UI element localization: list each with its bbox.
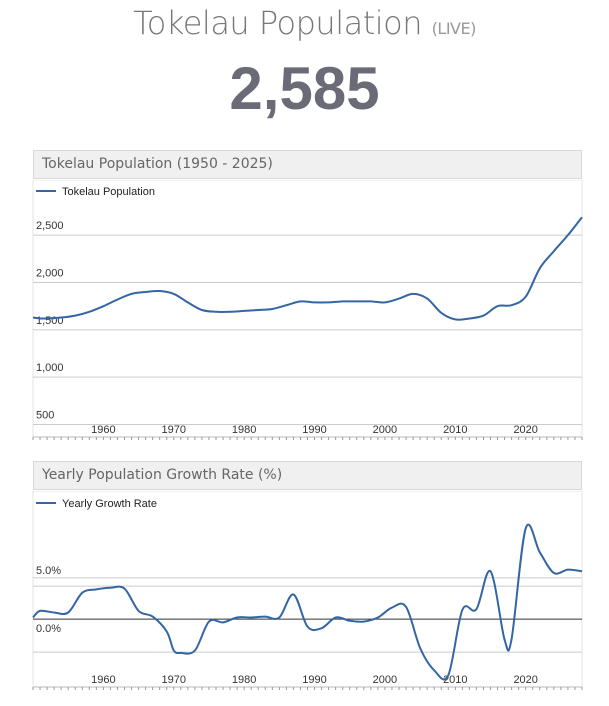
growth-series-line xyxy=(32,523,583,681)
population-y-tick-label: 500 xyxy=(36,410,54,422)
population-counter: 2,585 xyxy=(229,55,380,122)
population-series-line xyxy=(32,216,583,321)
population-chart-header: Tokelau Population (1950 - 2025) xyxy=(33,150,582,179)
growth-x-tick-label: 2000 xyxy=(373,674,397,686)
population-y-tick-label: 2,000 xyxy=(36,267,64,279)
population-y-tick-label: 1,000 xyxy=(36,362,64,374)
population-chart: 500 1,000 1,500 2,000 2,500 1960 1970 1980 1990 2… xyxy=(32,180,583,440)
population-x-tick-label: 1980 xyxy=(232,424,256,436)
growth-x-tick-label: 1960 xyxy=(91,674,115,686)
growth-x-tick-label: 1970 xyxy=(162,674,186,686)
growth-rate-chart: 0.0% 5.0% 1960 1970 1980 1990 2000 2010 2020 Year… xyxy=(32,491,583,690)
population-legend-label: Tokelau Population xyxy=(62,186,155,198)
live-label: (LIVE) xyxy=(431,19,477,38)
population-x-tick-label: 1990 xyxy=(302,424,326,436)
page-title: Tokelau Population (LIVE) xyxy=(0,4,609,42)
population-x-tick-label: 1970 xyxy=(162,424,186,436)
population-x-tick-label: 2000 xyxy=(373,424,397,436)
growth-y-tick-label: 0.0% xyxy=(36,623,61,635)
population-x-tick-label: 2010 xyxy=(443,424,467,436)
population-x-tick-label: 1960 xyxy=(91,424,115,436)
growth-x-tick-label: 1990 xyxy=(302,674,326,686)
population-plot-area xyxy=(32,180,583,438)
population-y-tick-label: 2,500 xyxy=(36,220,64,232)
population-x-tick-label: 2020 xyxy=(513,424,537,436)
growth-plot-area xyxy=(32,491,583,688)
growth-x-tick-label: 1980 xyxy=(232,674,256,686)
growth-x-tick-label: 2020 xyxy=(513,674,537,686)
growth-rate-chart-header: Yearly Population Growth Rate (%) xyxy=(33,461,582,490)
population-y-tick-label: 1,500 xyxy=(36,315,64,327)
page-title-text: Tokelau Population xyxy=(133,4,422,42)
growth-y-tick-label: 5.0% xyxy=(36,565,61,577)
growth-legend-label: Yearly Growth Rate xyxy=(62,498,157,510)
growth-x-tick-label: 2010 xyxy=(443,674,467,686)
